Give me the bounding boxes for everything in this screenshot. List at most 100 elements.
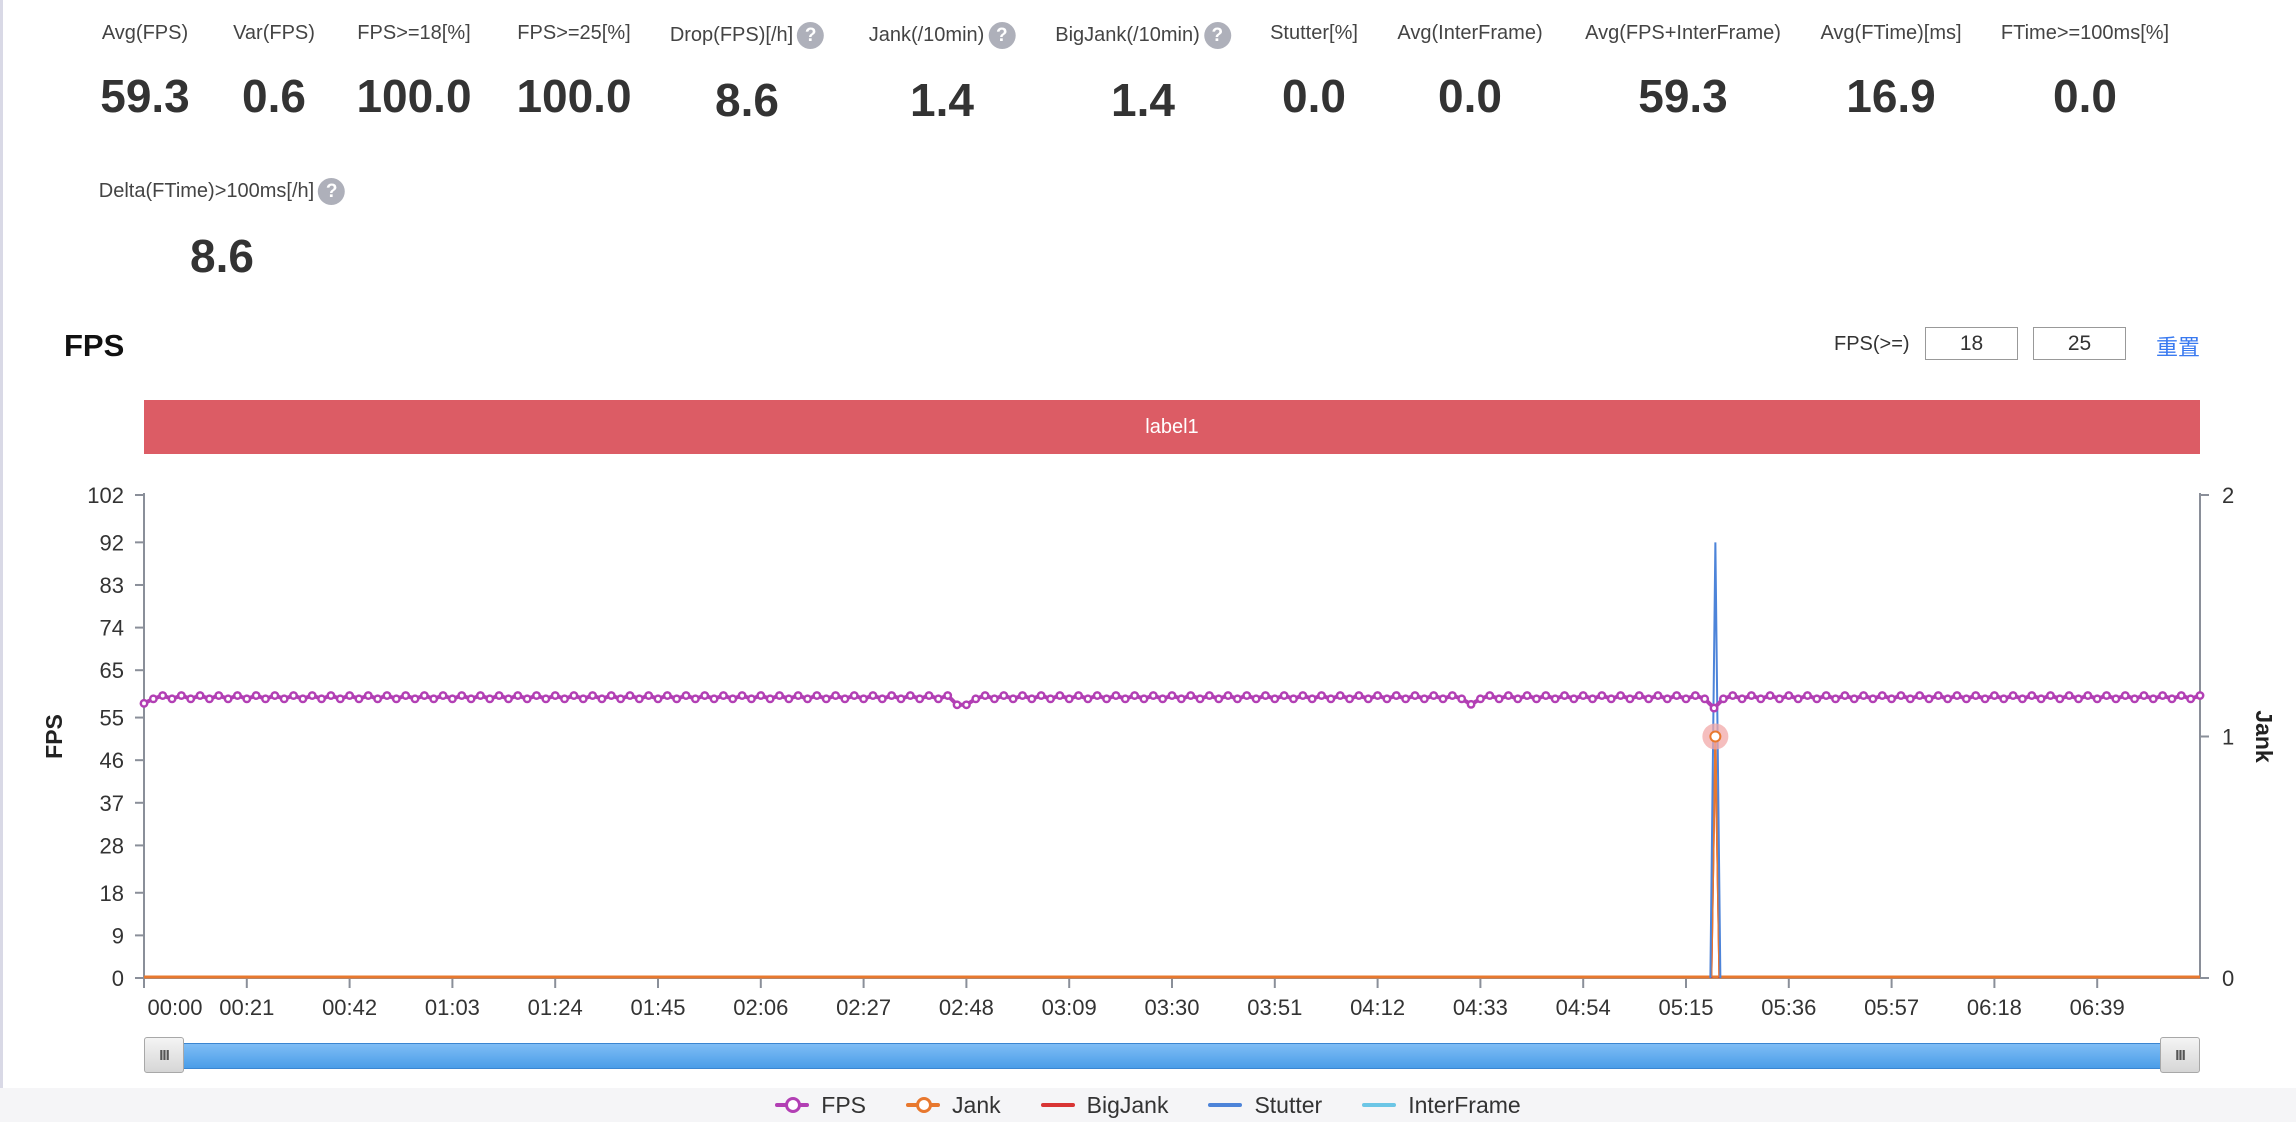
- fps-point: [1662, 694, 1672, 704]
- fps-point: [1326, 694, 1336, 704]
- slider-left-handle[interactable]: III: [144, 1037, 184, 1073]
- y2-tick-label: 2: [2222, 483, 2234, 508]
- x-tick-label: 01:24: [528, 995, 583, 1020]
- metric-value: 0.0: [1438, 70, 1502, 122]
- fps-point: [139, 698, 149, 708]
- metric-3: FPS>=25[%] 100.0: [516, 22, 631, 119]
- legend-item-bigjank[interactable]: BigJank: [1040, 1092, 1168, 1119]
- metric-label: Var(FPS): [233, 22, 315, 45]
- fps-point: [1597, 691, 1607, 700]
- fps-point: [1214, 694, 1224, 704]
- legend-item-jank[interactable]: Jank: [906, 1092, 1001, 1119]
- legend-marker-icon: [1362, 1098, 1397, 1112]
- fps-point: [1756, 694, 1766, 704]
- y2-tick-label: 1: [2222, 725, 2234, 750]
- fps-threshold-input-2[interactable]: [2033, 327, 2126, 360]
- fps-chart[interactable]: 0 9 18 28 37 46 55 65 74 83 92 102 0 1 2 00:00 00:21 00:4…: [0, 470, 2296, 1030]
- fps-point: [1840, 691, 1850, 700]
- metric-5: Jank(/10min)? 1.4: [869, 22, 1016, 123]
- fps-point: [1447, 691, 1457, 700]
- fps-point: [868, 691, 878, 700]
- fps-point: [1709, 703, 1719, 713]
- fps-point: [1905, 694, 1915, 704]
- fps-point: [1625, 694, 1635, 704]
- fps-point: [681, 691, 691, 700]
- x-tick-label: 00:21: [219, 995, 274, 1020]
- x-tick-label: 04:54: [1556, 995, 1611, 1020]
- fps-point: [1223, 691, 1233, 700]
- metric-12: Delta(FTime)>100ms[/h]? 8.6: [99, 178, 346, 282]
- fps-point: [2176, 691, 2186, 700]
- fps-point: [317, 694, 327, 704]
- legend-item-fps[interactable]: FPS: [775, 1092, 866, 1119]
- fps-point: [980, 691, 990, 700]
- fps-point: [1578, 691, 1588, 700]
- fps-point: [2120, 691, 2130, 700]
- help-icon[interactable]: ?: [318, 178, 346, 205]
- metric-label-text: Drop(FPS)[/h]: [669, 24, 794, 46]
- fps-point: [578, 694, 588, 704]
- fps-point: [718, 691, 728, 700]
- metric-label-text: Jank(/10min): [868, 24, 985, 46]
- metric-value: 8.6: [190, 230, 254, 282]
- fps-point: [905, 691, 915, 700]
- fps-point: [214, 691, 224, 700]
- zoom-slider[interactable]: III III: [144, 1037, 2200, 1073]
- metric-value: 0.6: [242, 70, 306, 122]
- metric-value: 1.4: [1111, 74, 1175, 126]
- fps-point: [410, 694, 420, 704]
- fps-point: [1373, 691, 1383, 700]
- grip-icon: III: [2175, 1046, 2185, 1064]
- fps-point: [1485, 691, 1495, 700]
- help-icon[interactable]: ?: [988, 22, 1016, 49]
- fps-point: [2055, 694, 2065, 704]
- fps-point: [1429, 691, 1439, 700]
- legend-marker-icon: [1208, 1098, 1243, 1112]
- legend-item-stutter[interactable]: Stutter: [1208, 1092, 1322, 1119]
- fps-point: [877, 694, 887, 704]
- fps-point: [1765, 691, 1775, 700]
- fps-point: [326, 691, 336, 700]
- fps-point: [457, 691, 467, 700]
- fps-point: [522, 694, 532, 704]
- metric-11: FTime>=100ms[%] 0.0: [2001, 22, 2169, 119]
- metric-0: Avg(FPS) 59.3: [100, 22, 190, 119]
- slider-right-handle[interactable]: III: [2160, 1037, 2200, 1073]
- y-tick-label: 18: [100, 881, 124, 906]
- fps-point: [2036, 694, 2046, 704]
- fps-point: [1513, 694, 1523, 704]
- fps-point: [1989, 691, 1999, 700]
- fps-point: [1877, 691, 1887, 700]
- fps-point: [373, 694, 383, 704]
- fps-point: [2139, 691, 2149, 700]
- metric-6: BigJank(/10min)? 1.4: [1055, 22, 1231, 123]
- fps-point: [1130, 691, 1140, 700]
- fps-point: [363, 691, 373, 700]
- fps-point: [1644, 694, 1654, 704]
- fps-point: [419, 691, 429, 700]
- reset-button[interactable]: 重置: [2156, 335, 2201, 360]
- fps-point: [429, 694, 439, 704]
- metric-4: Drop(FPS)[/h]? 8.6: [669, 22, 825, 123]
- fps-point: [1176, 694, 1186, 704]
- slider-range-bar[interactable]: [184, 1043, 2160, 1069]
- x-tick-label: 01:45: [630, 995, 685, 1020]
- metric-label-text: Stutter[%]: [1270, 22, 1358, 44]
- fps-point: [1634, 691, 1644, 700]
- label-band[interactable]: label1: [144, 400, 2200, 454]
- fps-point: [588, 691, 598, 700]
- help-icon[interactable]: ?: [797, 22, 825, 49]
- legend-item-interframe[interactable]: InterFrame: [1362, 1092, 1521, 1119]
- fps-point: [952, 700, 962, 710]
- help-icon[interactable]: ?: [1203, 22, 1231, 49]
- fps-point: [775, 691, 784, 700]
- fps-point: [494, 691, 504, 700]
- x-tick-label: 03:30: [1144, 995, 1199, 1020]
- fps-point: [2064, 691, 2074, 700]
- fps-point: [690, 694, 700, 704]
- fps-point: [1307, 694, 1317, 704]
- fps-threshold-input-1[interactable]: [1925, 327, 2018, 360]
- y2-axis-title: Jank: [2251, 710, 2277, 763]
- fps-point: [1821, 691, 1831, 700]
- fps-point: [2111, 694, 2121, 704]
